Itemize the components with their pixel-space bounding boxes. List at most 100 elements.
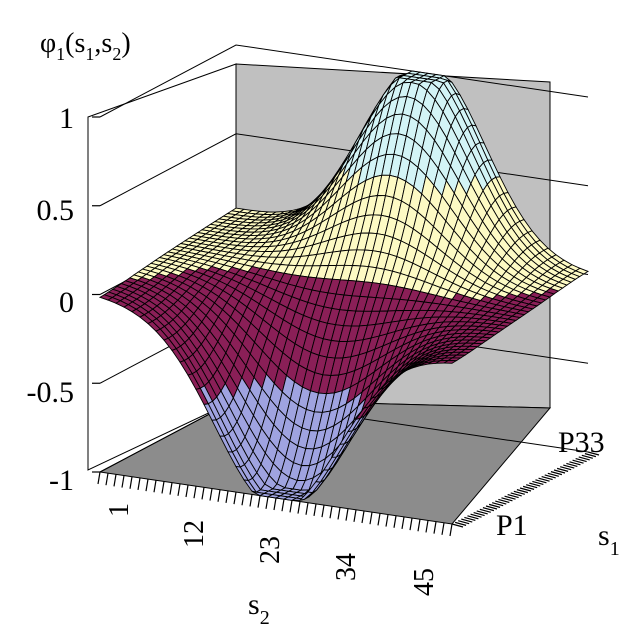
s1-tick-mark bbox=[553, 469, 566, 474]
s2-tick-mark bbox=[97, 471, 101, 485]
s2-tick-mark bbox=[449, 523, 453, 537]
s2-tick-mark bbox=[297, 501, 301, 514]
s2-tick-mark bbox=[321, 504, 325, 518]
s2-tick-label: 23 bbox=[255, 536, 286, 564]
s2-tick-mark bbox=[361, 510, 365, 524]
s1-tick-mark bbox=[495, 500, 507, 505]
surface-cell bbox=[442, 360, 458, 364]
s1-tick-mark bbox=[572, 459, 584, 464]
z-tick-label: -1 bbox=[49, 464, 74, 497]
s1-tick-mark bbox=[563, 464, 575, 469]
s1-tick-mark bbox=[476, 510, 488, 515]
s1-tick-mark bbox=[556, 467, 569, 472]
s1-tick-mark bbox=[507, 493, 519, 499]
s2-tick-mark bbox=[369, 512, 373, 525]
s2-tick-label: 12 bbox=[179, 520, 210, 548]
surface-mesh bbox=[98, 70, 590, 501]
s2-tick-label: 45 bbox=[409, 568, 440, 596]
s1-tick-label: P1 bbox=[496, 509, 528, 542]
s1-tick-label: P33 bbox=[558, 426, 605, 459]
s1-tick-mark bbox=[464, 516, 476, 522]
s2-tick-mark bbox=[345, 508, 349, 521]
s2-tick-mark bbox=[113, 474, 117, 487]
s2-tick-mark bbox=[433, 521, 437, 534]
s2-tick-mark bbox=[169, 482, 173, 495]
axis-ticks bbox=[92, 116, 600, 537]
s2-tick-mark bbox=[377, 513, 381, 526]
s2-tick-mark bbox=[425, 520, 429, 533]
s2-tick-mark bbox=[161, 481, 165, 494]
s2-tick-mark bbox=[305, 502, 309, 515]
s2-tick-mark bbox=[329, 506, 333, 519]
s2-tick-mark bbox=[385, 514, 389, 527]
s1-tick-mark bbox=[538, 477, 550, 482]
s1-tick-mark bbox=[492, 502, 504, 507]
s2-tick-mark bbox=[273, 497, 277, 511]
s2-tick-mark bbox=[241, 493, 245, 506]
s2-tick-mark bbox=[193, 486, 197, 499]
s2-tick-mark bbox=[353, 509, 357, 522]
s1-tick-mark bbox=[473, 511, 485, 517]
s2-tick-mark bbox=[289, 500, 293, 513]
s2-tick-mark bbox=[281, 499, 285, 512]
s2-tick-mark bbox=[393, 515, 397, 528]
s2-tick-mark bbox=[441, 522, 445, 535]
s2-tick-label: 34 bbox=[331, 553, 362, 581]
s2-tick-mark bbox=[185, 484, 189, 498]
s2-axis-label: s2 bbox=[248, 588, 270, 629]
s1-axis-label: s1 bbox=[598, 519, 620, 560]
s1-tick-mark bbox=[584, 453, 597, 458]
s1-tick-mark bbox=[461, 518, 473, 523]
s1-tick-mark bbox=[535, 479, 547, 484]
s1-tick-mark bbox=[504, 495, 516, 500]
s2-tick-mark bbox=[257, 495, 261, 508]
s1-tick-mark bbox=[488, 503, 501, 508]
s1-tick-mark bbox=[458, 520, 470, 525]
s2-tick-mark bbox=[145, 478, 149, 492]
s2-tick-mark bbox=[105, 473, 109, 486]
z-tick-label: 0 bbox=[59, 286, 74, 319]
s1-tick-mark bbox=[541, 475, 553, 481]
s1-tick-mark bbox=[522, 485, 535, 490]
s2-tick-mark bbox=[153, 480, 157, 493]
s1-tick-mark bbox=[501, 497, 513, 502]
s1-tick-mark bbox=[569, 461, 581, 466]
s2-tick-mark bbox=[121, 475, 125, 488]
s2-tick-mark bbox=[137, 477, 141, 491]
s1-tick-mark bbox=[516, 489, 529, 494]
z-tick-label: 0.5 bbox=[37, 194, 75, 227]
s1-tick-mark bbox=[544, 474, 556, 479]
s1-tick-mark bbox=[451, 523, 464, 528]
z-tick-label: 1 bbox=[59, 102, 74, 135]
s1-tick-mark bbox=[587, 451, 600, 456]
s1-tick-mark bbox=[485, 505, 498, 510]
z-axis-title: φ1(s1,s2) bbox=[40, 28, 131, 64]
s2-tick-mark bbox=[233, 491, 237, 505]
s2-tick-mark bbox=[129, 476, 133, 489]
s1-tick-mark bbox=[470, 513, 482, 518]
s1-tick-mark bbox=[566, 462, 578, 468]
gridline bbox=[99, 44, 589, 118]
s2-tick-mark bbox=[265, 496, 269, 509]
s1-tick-mark bbox=[529, 482, 541, 487]
s1-tick-mark bbox=[575, 457, 587, 463]
s2-tick-mark bbox=[209, 488, 213, 501]
s2-tick-mark bbox=[313, 503, 317, 517]
s2-tick-mark bbox=[201, 487, 205, 500]
s2-tick-mark bbox=[409, 517, 413, 531]
z-tick-label: -0.5 bbox=[27, 376, 75, 409]
s2-tick-mark bbox=[417, 519, 421, 532]
s1-tick-mark bbox=[532, 480, 544, 486]
s1-tick-mark bbox=[479, 508, 491, 513]
s1-tick-mark bbox=[519, 487, 532, 492]
s1-tick-mark bbox=[498, 498, 510, 504]
s1-tick-mark bbox=[526, 484, 538, 489]
s1-tick-mark bbox=[513, 490, 525, 495]
s2-tick-mark bbox=[249, 494, 253, 507]
s1-tick-mark bbox=[482, 507, 495, 512]
s2-tick-mark bbox=[177, 483, 181, 496]
s2-tick-label: 1 bbox=[104, 503, 135, 517]
s1-tick-mark bbox=[454, 521, 467, 526]
